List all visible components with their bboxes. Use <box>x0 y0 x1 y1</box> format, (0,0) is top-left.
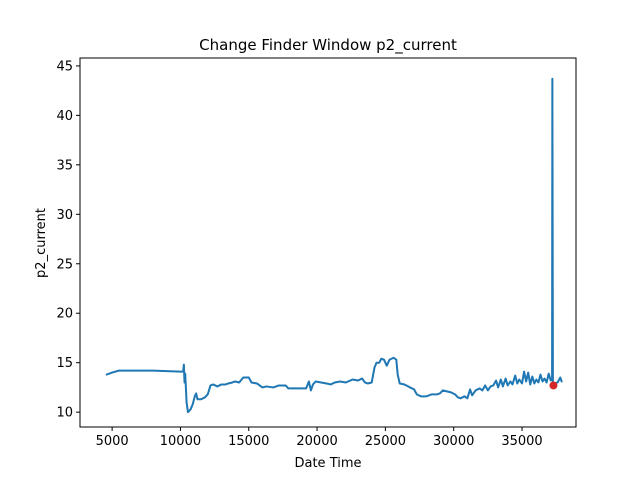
x-tick-label: 10000 <box>160 434 201 449</box>
series-line <box>105 77 563 414</box>
y-tick-label: 15 <box>56 356 73 371</box>
change-point-marker <box>549 381 558 390</box>
y-tick-label: 30 <box>56 208 73 223</box>
plot-area <box>105 77 563 414</box>
x-tick-label: 25000 <box>365 434 406 449</box>
y-tick-label: 45 <box>56 59 73 74</box>
axes-frame <box>79 57 577 428</box>
y-tick-label: 10 <box>56 406 73 421</box>
x-tick-label: 5000 <box>96 434 129 449</box>
y-tick-label: 25 <box>56 257 73 272</box>
axis-ticks: 5000 10000 15000 20000 25000 30000 35000 10 15 20… <box>56 59 542 449</box>
x-tick-label: 15000 <box>228 434 269 449</box>
y-tick-label: 35 <box>56 158 73 173</box>
x-tick-label: 30000 <box>433 434 474 449</box>
x-axis-label: Date Time <box>294 456 361 471</box>
y-tick-label: 40 <box>56 109 73 124</box>
x-tick-label: 20000 <box>296 434 337 449</box>
chart-title: Change Finder Window p2_current <box>199 36 457 55</box>
x-tick-label: 35000 <box>501 434 542 449</box>
y-tick-label: 20 <box>56 307 73 322</box>
y-axis-label: p2_current <box>34 208 49 278</box>
